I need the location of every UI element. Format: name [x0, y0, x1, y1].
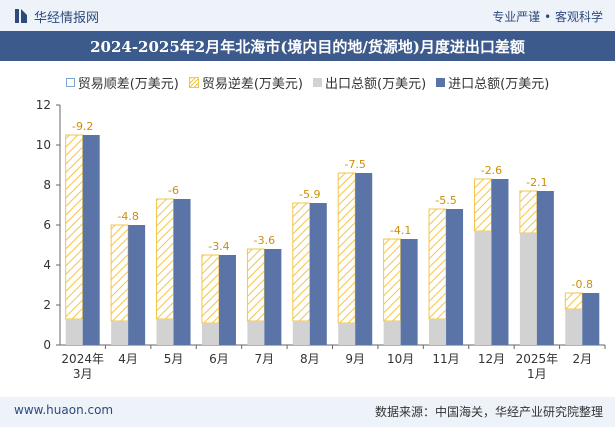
- export-bar: [474, 231, 492, 345]
- deficit-data-label: -7.5: [344, 158, 365, 171]
- x-tick-label: 2月: [572, 352, 592, 366]
- deficit-data-label: -3.4: [208, 240, 229, 253]
- legend-item-surplus: 贸易顺差(万美元): [65, 73, 179, 92]
- chart-title: 2024-2025年2月年北海市(境内目的地/货源地)月度进出口差额: [90, 37, 525, 56]
- export-bar: [111, 321, 129, 345]
- deficit-bar: [383, 238, 402, 322]
- deficit-bar: [337, 172, 356, 324]
- y-tick-label: 6: [43, 218, 51, 232]
- export-bar: [519, 233, 537, 345]
- y-tick-label: 8: [43, 178, 51, 192]
- export-bar: [201, 323, 219, 345]
- deficit-bar: [156, 198, 175, 320]
- deficit-data-label: -4.1: [390, 224, 411, 237]
- import-bar: [582, 293, 600, 345]
- deficit-bar: [292, 202, 311, 322]
- brand-name: 华经情报网: [34, 10, 100, 26]
- legend-item-deficit: 贸易逆差(万美元): [188, 73, 303, 92]
- legend-swatch-surplus: [65, 78, 75, 87]
- x-tick-label: 10月: [387, 352, 414, 366]
- legend-label-surplus: 贸易顺差(万美元): [77, 77, 179, 92]
- deficit-bar: [246, 248, 265, 322]
- import-bar: [536, 191, 554, 345]
- x-tick-label: 2025年: [516, 352, 559, 366]
- title-bar: 2024-2025年2月年北海市(境内目的地/货源地)月度进出口差额: [0, 31, 615, 61]
- y-tick-label: 0: [43, 338, 51, 352]
- legend-swatch-deficit: [188, 77, 199, 88]
- legend-swatch-import: [436, 78, 446, 87]
- import-bar: [128, 225, 146, 345]
- legend-label-export: 出口总额(万美元): [325, 77, 427, 92]
- x-tick-label: 7月: [255, 352, 275, 366]
- header-bar: 华经情报网 专业严谨 • 客观科学: [0, 0, 615, 31]
- legend-item-import: 进口总额(万美元): [436, 73, 549, 92]
- brand[interactable]: 华经情报网: [14, 7, 100, 26]
- import-bar: [173, 199, 191, 345]
- x-tick-label: 11月: [432, 352, 459, 366]
- export-bar: [565, 309, 583, 345]
- export-bar: [292, 321, 310, 345]
- export-bar: [247, 321, 265, 345]
- deficit-bar: [201, 254, 220, 324]
- import-bar: [264, 249, 282, 345]
- x-tick-label: 9月: [345, 352, 365, 366]
- x-tick-label: 6月: [209, 352, 229, 366]
- x-tick-label: 4月: [118, 352, 138, 366]
- footer-source: 数据来源：中国海关，华经产业研究院整理: [374, 405, 603, 419]
- deficit-bar: [428, 208, 447, 320]
- legend-label-deficit: 贸易逆差(万美元): [201, 77, 303, 92]
- import-bar: [309, 203, 327, 345]
- deficit-bar: [110, 224, 129, 322]
- x-tick-label: 8月: [300, 352, 320, 366]
- import-bar: [446, 209, 464, 345]
- deficit-data-label: -5.5: [435, 194, 456, 207]
- x-tick-label: 12月: [478, 352, 505, 366]
- export-bar: [65, 319, 83, 345]
- deficit-bar: [65, 134, 84, 320]
- footer-website[interactable]: www.huaon.com: [14, 403, 114, 417]
- import-bar: [491, 179, 509, 345]
- legend-swatch-export: [313, 78, 322, 87]
- brand-logo-icon: [15, 9, 27, 23]
- y-tick-label: 2: [43, 298, 51, 312]
- export-bar: [156, 319, 174, 345]
- import-bar: [355, 173, 373, 345]
- export-bar: [383, 321, 401, 345]
- deficit-data-label: -6: [168, 184, 179, 197]
- import-bar: [82, 135, 100, 345]
- deficit-data-label: -3.6: [254, 234, 275, 247]
- y-tick-label: 10: [36, 138, 51, 152]
- deficit-data-label: -5.9: [299, 188, 320, 201]
- export-bar: [429, 319, 447, 345]
- deficit-data-label: -0.8: [572, 278, 593, 291]
- x-tick-label: 2024年: [61, 352, 104, 366]
- legend-item-export: 出口总额(万美元): [313, 73, 426, 92]
- deficit-data-label: -9.2: [72, 120, 93, 133]
- deficit-bar: [564, 292, 583, 310]
- export-bar: [338, 323, 356, 345]
- deficit-data-label: -4.8: [117, 210, 138, 223]
- deficit-data-label: -2.1: [526, 176, 547, 189]
- x-tick-label: 5月: [164, 352, 184, 366]
- import-bar: [400, 239, 418, 345]
- import-bar: [218, 255, 236, 345]
- tagline: 专业严谨 • 客观科学: [492, 10, 603, 24]
- deficit-bar: [519, 190, 538, 234]
- deficit-bar: [473, 178, 492, 232]
- deficit-data-label: -2.6: [481, 164, 502, 177]
- x-tick-label: 3月: [73, 367, 93, 381]
- y-tick-label: 4: [43, 258, 51, 272]
- footer-bar: www.huaon.com 数据来源：中国海关，华经产业研究院整理: [0, 397, 615, 427]
- x-tick-label: 1月: [527, 367, 547, 381]
- legend: 贸易顺差(万美元) 贸易逆差(万美元) 出口总额(万美元) 进口总额(万美元): [0, 73, 615, 92]
- legend-label-import: 进口总额(万美元): [448, 77, 550, 92]
- y-tick-label: 12: [36, 98, 51, 112]
